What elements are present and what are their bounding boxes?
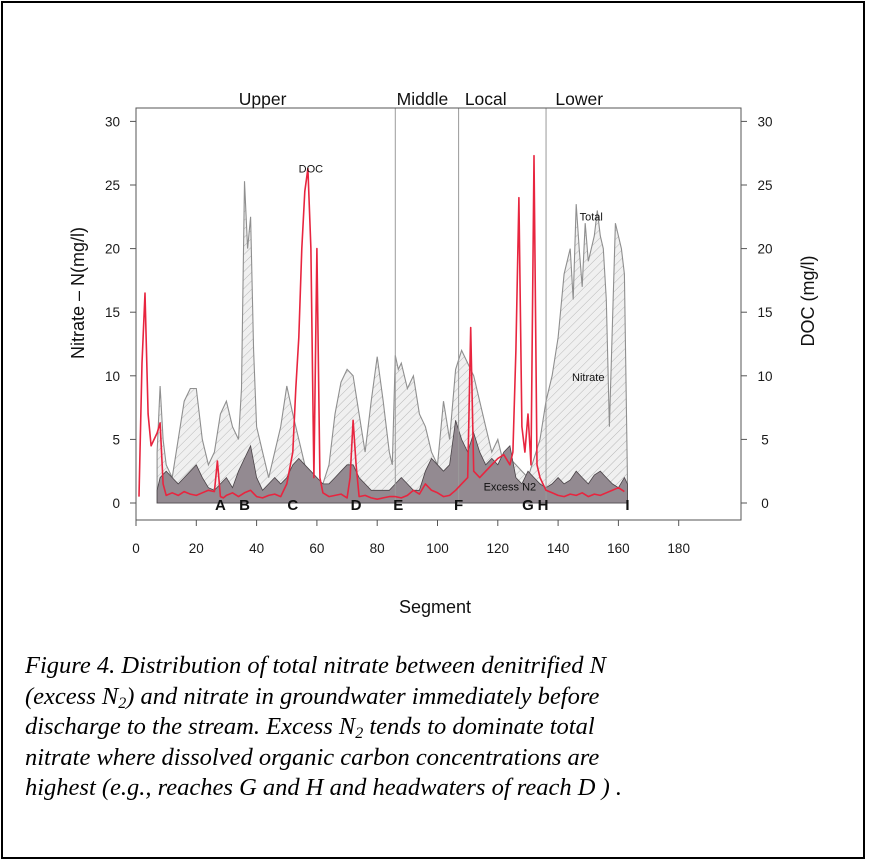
x-tick-label: 80 [370, 541, 385, 556]
y-left-tick-label: 10 [105, 369, 120, 384]
y-left-tick-label: 15 [105, 305, 120, 320]
reach-letter-i: I [625, 497, 629, 514]
y-axis-label-right: DOC (mg/l) [798, 256, 818, 347]
y-left-tick-label: 30 [105, 114, 120, 129]
reach-letter-e: E [393, 497, 403, 514]
x-tick-label: 0 [132, 541, 140, 556]
series-total-area [156, 181, 628, 504]
plot-area [138, 108, 628, 504]
x-tick-label: 20 [189, 541, 204, 556]
x-tick-label: 160 [607, 541, 630, 556]
annotation-nitrate: Nitrate [572, 372, 604, 384]
x-tick-label: 180 [667, 541, 690, 556]
annotation-doc: DOC [299, 163, 324, 175]
y-left-tick-label: 25 [105, 178, 120, 193]
axes: 0 20 40 60 80 100 120 140 160 180 0 0 5 5 10 10 15 15 20 20… [105, 107, 773, 556]
region-label-middle: Middle [397, 89, 449, 109]
reach-letter-c: C [287, 497, 298, 514]
x-tick-label: 40 [249, 541, 264, 556]
y-right-tick-label: 10 [757, 369, 772, 384]
x-tick-label: 100 [426, 541, 449, 556]
region-label-lower: Lower [555, 89, 603, 109]
x-tick-label: 140 [547, 541, 570, 556]
y-left-tick-label: 0 [112, 496, 120, 511]
series-doc-line [138, 154, 625, 500]
caption-line-3: discharge to the stream. Excess N2 tends… [25, 713, 595, 742]
nitrate-doc-chart: 0 20 40 60 80 100 120 140 160 180 0 0 5 5 10 10 15 15 20 20… [68, 89, 818, 617]
caption-line-4: nitrate where dissolved organic carbon c… [25, 743, 600, 771]
annotation-total: Total [580, 212, 603, 224]
y-right-tick-label: 25 [757, 178, 772, 193]
reach-letter-g: G [522, 497, 534, 514]
figure-caption: Figure 4. Distribution of total nitrate … [25, 651, 855, 804]
x-tick-label: 60 [309, 541, 324, 556]
x-axis-label: Segment [399, 597, 471, 617]
reach-letter-a: A [215, 497, 226, 514]
caption-line-2: (excess N2) and nitrate in groundwater i… [25, 682, 600, 712]
y-right-tick-label: 0 [761, 496, 769, 511]
caption-line-1: Figure 4. Distribution of total nitrate … [25, 652, 606, 679]
region-label-upper: Upper [239, 89, 287, 109]
y-right-tick-label: 20 [757, 242, 772, 257]
y-right-tick-label: 30 [757, 114, 772, 129]
reach-letter-h: H [538, 497, 549, 514]
chart-labels: Segment Nitrate – N(mg/l) DOC (mg/l) Upper M… [68, 89, 818, 617]
annotation-excess-n2: Excess N2 [484, 481, 537, 493]
y-axis-label-left: Nitrate – N(mg/l) [68, 227, 88, 359]
y-left-tick-label: 20 [105, 242, 120, 257]
region-label-local: Local [465, 89, 507, 109]
reach-letter-d: D [351, 497, 362, 514]
y-right-tick-label: 5 [761, 432, 769, 447]
reach-letter-f: F [454, 497, 463, 514]
y-right-tick-label: 15 [757, 305, 772, 320]
plot-frame [135, 107, 742, 521]
reach-letter-b: B [239, 497, 250, 514]
x-tick-label: 120 [487, 541, 510, 556]
caption-line-5: highest (e.g., reaches G and H and headw… [25, 774, 622, 801]
y-left-tick-label: 5 [112, 432, 120, 447]
